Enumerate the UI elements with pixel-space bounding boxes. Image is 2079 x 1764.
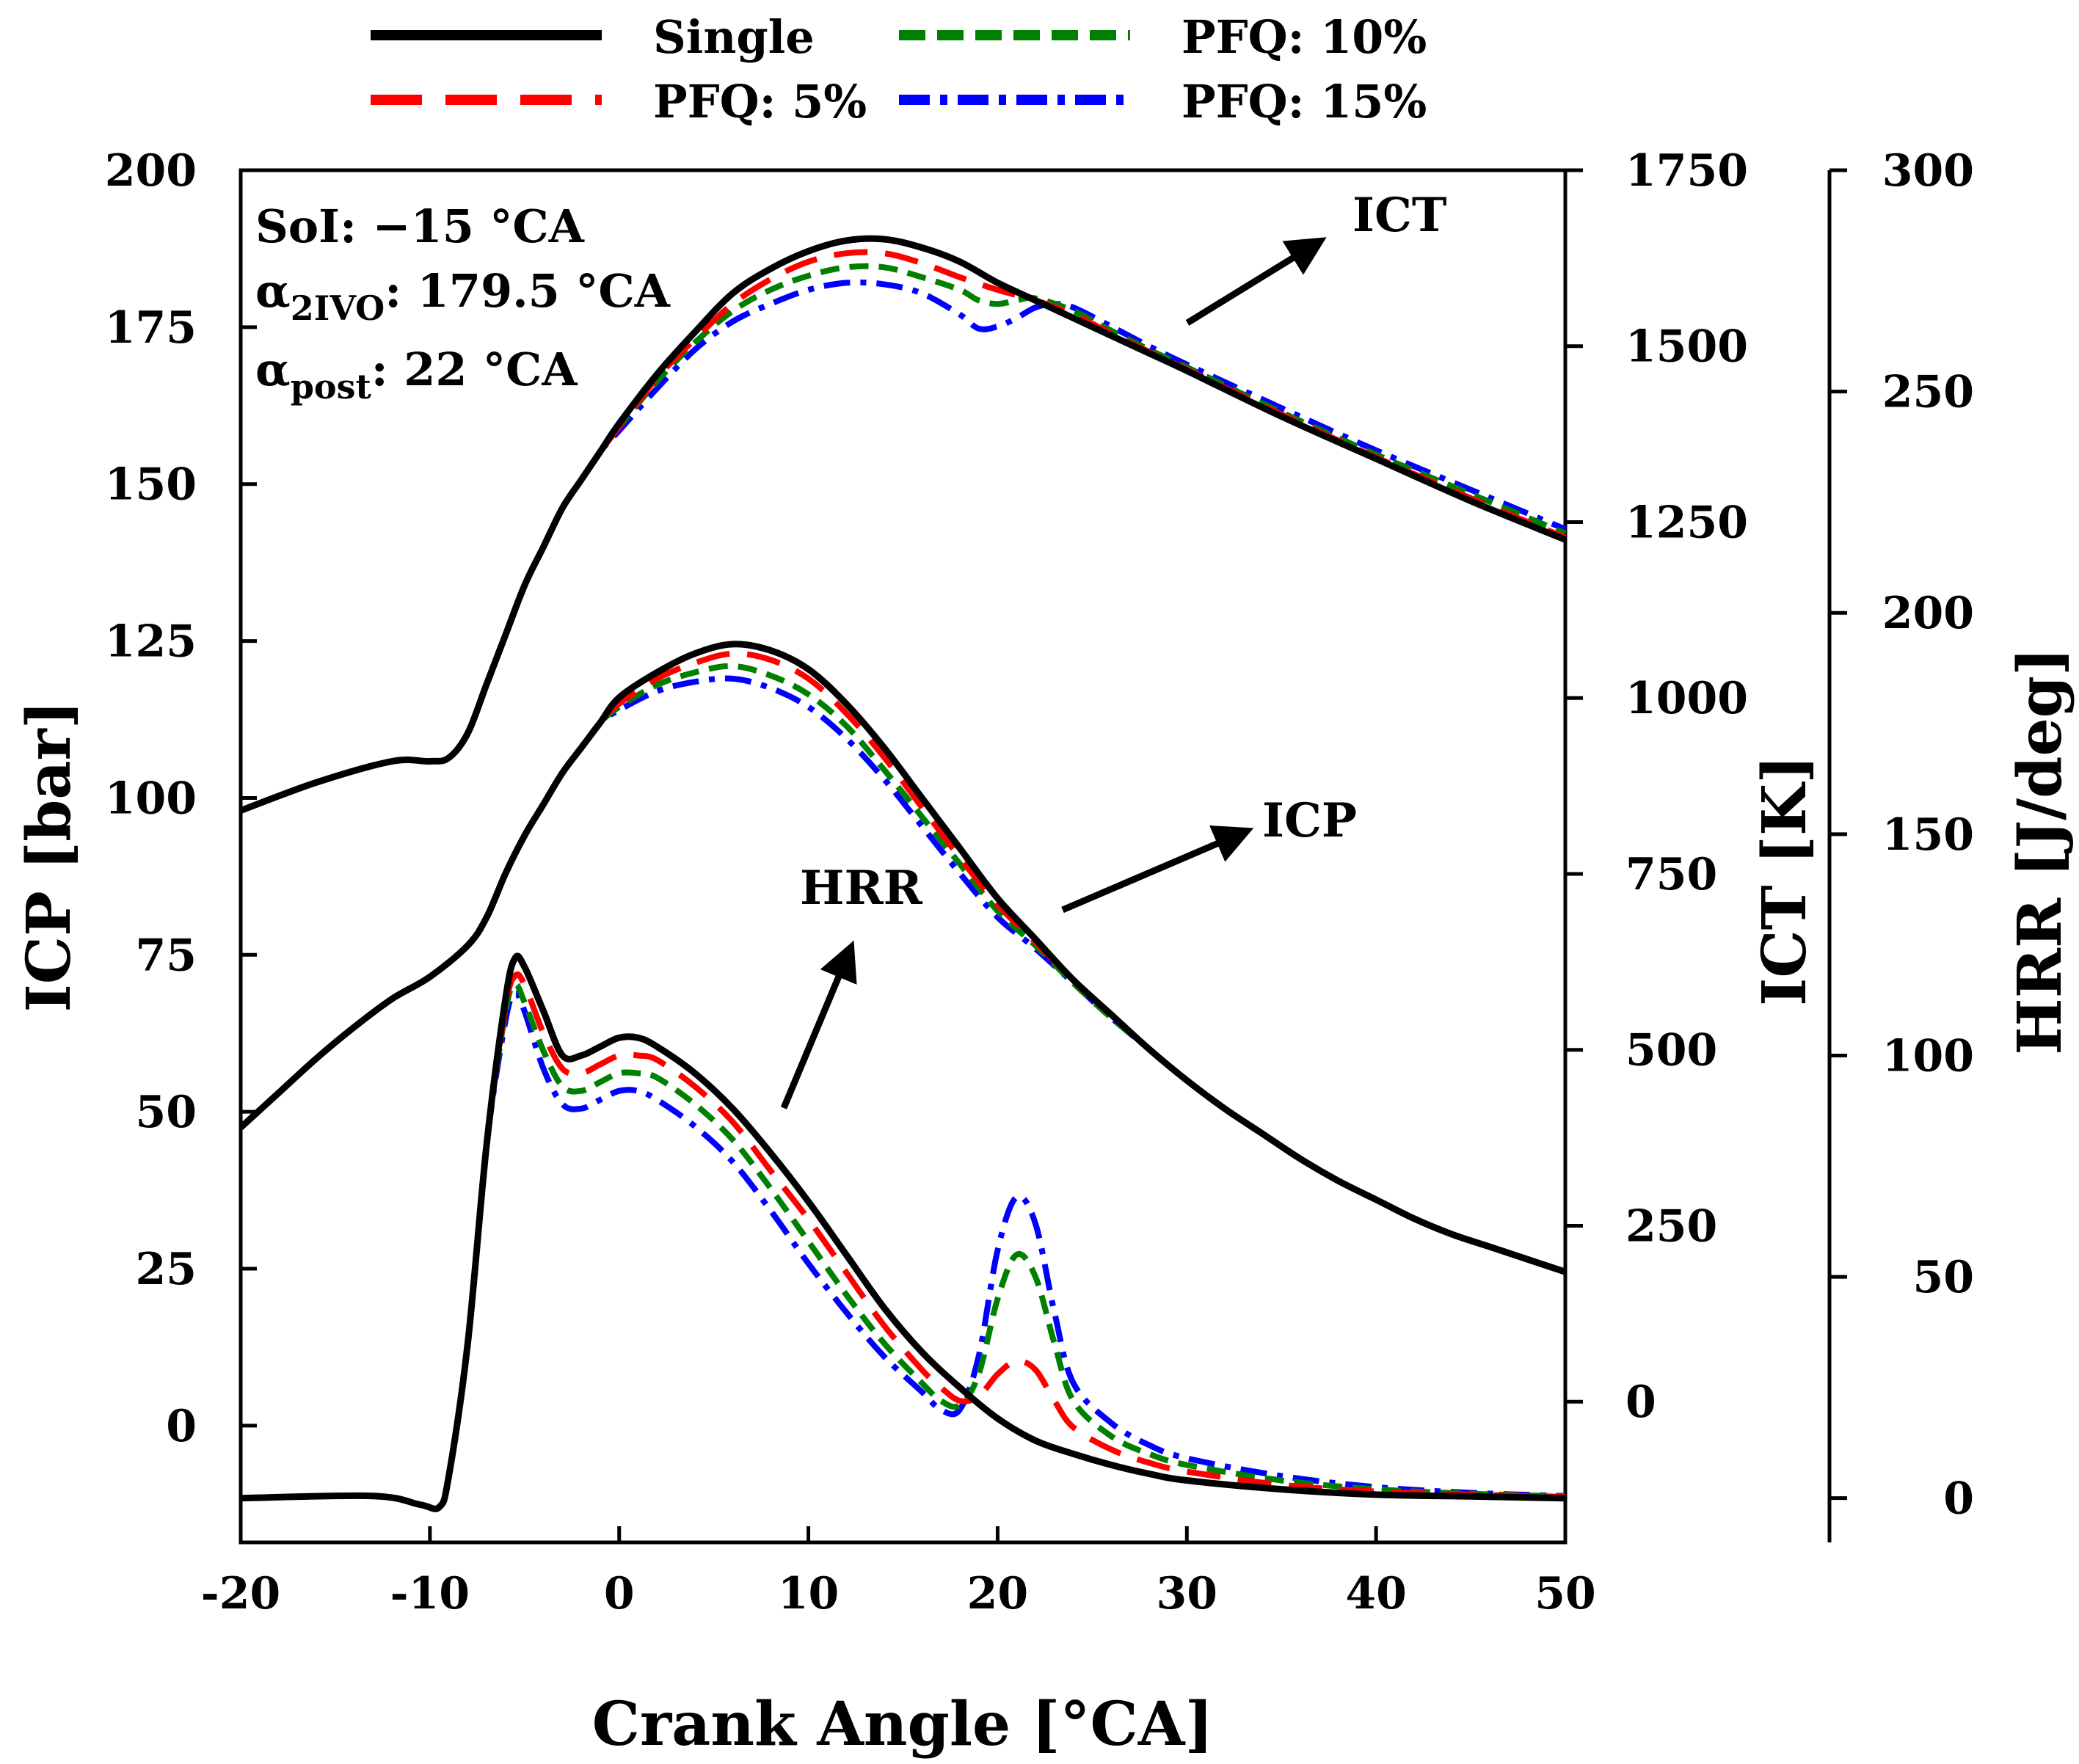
hrr-axis-ticks: 0 50 100 150 200 250 300 [1829, 145, 1974, 1525]
ict-tick-label: 250 [1625, 1200, 1717, 1252]
ict-tick-label: 0 [1625, 1377, 1656, 1428]
annotation-hrr-label: HRR [800, 861, 923, 916]
ict-axis-ticks: 0 250 500 750 1000 1250 1500 1750 [1565, 145, 1748, 1428]
icp-tick-label: 175 [105, 302, 197, 354]
hrr-tick-label: 300 [1882, 145, 1974, 197]
annotation-icp-label: ICP [1262, 793, 1357, 848]
x-tick-label: 30 [1157, 1568, 1218, 1619]
icp-tick-label: 0 [166, 1401, 197, 1452]
ict-tick-label: 1750 [1625, 145, 1748, 197]
hrr-axis-title: HRR [J/deg] [2005, 647, 2075, 1055]
param-soi: SoI: −15 °CA [255, 200, 585, 253]
icp-tick-label: 125 [105, 616, 197, 668]
icp-tick-label: 100 [105, 773, 197, 824]
icp-tick-label: 150 [105, 459, 197, 511]
x-tick-label: 10 [778, 1568, 840, 1619]
icp-curve-single [238, 641, 1567, 1275]
annotation-icp: ICP [1061, 793, 1357, 914]
ict-curve-single [239, 235, 1567, 814]
ict-tick-label: 750 [1625, 849, 1717, 900]
x-tick-label: 50 [1534, 1568, 1596, 1619]
hrr-tick-label: 50 [1913, 1252, 1975, 1303]
hrr-curve-single [240, 952, 1566, 1512]
plot-frame [239, 168, 1568, 1545]
annotation-ict-arrow-icon [1185, 237, 1327, 326]
icp-axis-ticks: 0 25 50 75 100 125 150 175 200 [105, 145, 257, 1452]
x-tick-label: 0 [604, 1568, 635, 1619]
annotation-ict-label: ICT [1352, 188, 1447, 243]
icp-tick-label: 75 [136, 930, 197, 981]
annotation-ict: ICT [1185, 188, 1447, 326]
legend-label-pfq5: PFQ: 5% [653, 75, 867, 128]
annotation-hrr: HRR [780, 861, 923, 1109]
icp-tick-label: 200 [105, 145, 197, 197]
ict-tick-label: 1000 [1625, 673, 1748, 724]
parameter-box: SoI: −15 °CA α2IVO: 179.5 °CA αpost: 22 … [255, 200, 671, 407]
icp-tick-label: 50 [136, 1087, 197, 1138]
icp-tick-label: 25 [136, 1244, 197, 1295]
hrr-tick-label: 250 [1882, 367, 1974, 418]
ict-axis-title: ICT [K] [1750, 755, 1820, 1006]
legend: Single PFQ: 10% PFQ: 5% PFQ: 15% [371, 10, 1427, 128]
annotation-icp-arrow-icon [1061, 825, 1254, 914]
legend-label-pfq15: PFQ: 15% [1182, 75, 1427, 128]
legend-label-pfq10: PFQ: 10% [1182, 10, 1427, 64]
x-axis-ticks: -20 -10 0 10 20 30 40 50 [201, 1526, 1596, 1619]
legend-label-single: Single [653, 10, 815, 64]
hrr-tick-label: 150 [1882, 809, 1974, 861]
x-tick-label: -20 [201, 1568, 280, 1619]
x-tick-label: 20 [967, 1568, 1029, 1619]
icp-curve-pfq5 [239, 650, 1567, 1275]
hrr-tick-label: 0 [1943, 1473, 1974, 1525]
series-layer [238, 235, 1567, 1512]
x-tick-label: 40 [1345, 1568, 1407, 1619]
x-tick-label: -10 [390, 1568, 470, 1619]
icp-axis-title: ICP [bar] [14, 700, 84, 1012]
ict-tick-label: 1250 [1625, 497, 1748, 548]
x-axis-title: Crank Angle [°CA] [592, 1689, 1214, 1760]
param-alpha-2ivo: α2IVO: 179.5 °CA [255, 264, 671, 328]
annotation-hrr-arrow-icon [780, 940, 857, 1109]
ict-tick-label: 500 [1625, 1025, 1717, 1076]
ict-tick-label: 1500 [1625, 321, 1748, 373]
param-alpha-post: αpost: 22 °CA [255, 343, 578, 407]
hrr-tick-label: 100 [1882, 1030, 1974, 1082]
hrr-tick-label: 200 [1882, 588, 1974, 639]
